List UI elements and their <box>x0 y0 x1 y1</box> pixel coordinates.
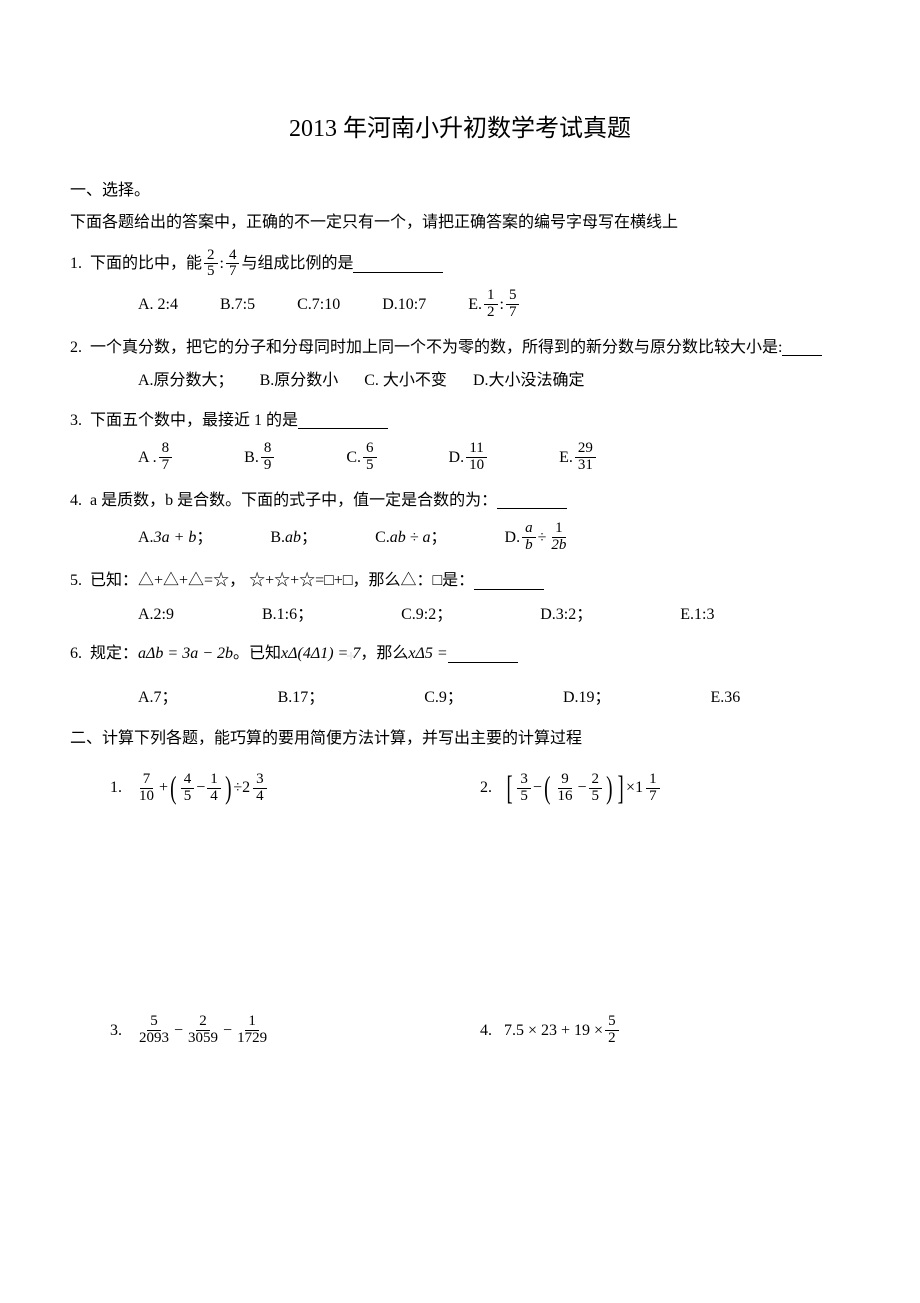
calc-number: 4. <box>480 1018 492 1044</box>
option-c: C. 65 <box>346 441 378 474</box>
option-d: D.3:2； <box>540 602 592 628</box>
option-a: A .87 <box>138 441 174 474</box>
option-e: E.1:3 <box>680 602 714 628</box>
option-d: D.19； <box>563 685 611 711</box>
option-c: C.9； <box>424 685 463 711</box>
option-d: D.10:7 <box>382 292 426 318</box>
option-b: B. ab ； <box>270 525 317 551</box>
option-a: A.2:9 <box>138 602 174 628</box>
question-text: 下面的比中，能 <box>90 251 202 277</box>
option-b: B.1:6； <box>262 602 313 628</box>
question-text: ，那么 <box>360 641 408 667</box>
calc-3: 3. 52093 − 23059 − 11729 <box>110 1014 480 1047</box>
option-c: C. 大小不变 <box>364 368 447 394</box>
calc-2: 2. [ 35 − ( 916 − 25 ) ] × 117 <box>480 772 850 805</box>
math-expr: aΔb = 3a − 2b <box>138 641 233 667</box>
calc-number: 1. <box>110 775 122 801</box>
answer-blank[interactable] <box>782 339 822 357</box>
question-text: a 是质数，b 是合数。下面的式子中，值一定是合数的为： <box>90 488 497 514</box>
question-text: 一个真分数，把它的分子和分母同时加上同一个不为零的数，所得到的新分数与原分数比较… <box>90 335 782 361</box>
question-number: 6. <box>70 641 82 667</box>
section-2-header: 二、计算下列各题，能巧算的要用简便方法计算，并写出主要的计算过程 <box>70 726 850 752</box>
question-2: 2. 一个真分数，把它的分子和分母同时加上同一个不为零的数，所得到的新分数与原分… <box>70 335 850 361</box>
question-6: 6. 规定： aΔb = 3a − 2b 。已知 xΔ(4Δ1) = 7 ，那么… <box>70 641 850 667</box>
option-c: C.7:10 <box>297 292 340 318</box>
question-text: 已知：△+△+△=☆， ☆+☆+☆=□+□，那么△：□是： <box>90 568 474 594</box>
question-5-options: A.2:9 B.1:6； C.9:2； D.3:2； E.1:3 <box>138 602 850 628</box>
fraction: 47 <box>226 248 240 281</box>
option-a: A. 3a + b ； <box>138 525 212 551</box>
question-number: 4. <box>70 488 82 514</box>
option-a: A.7； <box>138 685 178 711</box>
question-number: 5. <box>70 568 82 594</box>
option-b: B.7:5 <box>220 292 255 318</box>
calc-number: 2. <box>480 775 492 801</box>
option-a: A.原分数大； <box>138 368 234 394</box>
calc-1: 1. 710 + ( 45 − 14 ) ÷ 234 <box>110 772 480 805</box>
option-a: A. 2:4 <box>138 292 178 318</box>
option-d: D. ab ÷ 12b <box>505 521 572 554</box>
question-text: 与组成比例的是 <box>241 251 353 277</box>
section-1-header: 一、选择。 <box>70 178 850 204</box>
calc-number: 3. <box>110 1018 122 1044</box>
question-1-options: A. 2:4 B.7:5 C.7:10 D.10:7 E. 12 : 57 <box>138 288 850 321</box>
question-number: 1. <box>70 251 82 277</box>
question-3: 3. 下面五个数中，最接近 1 的是 <box>70 408 850 434</box>
colon: : <box>220 251 224 277</box>
option-c: C.9:2； <box>401 602 452 628</box>
question-number: 3. <box>70 408 82 434</box>
option-d: D. 1110 <box>449 441 490 474</box>
answer-blank[interactable] <box>448 645 518 663</box>
math-expr: xΔ5 = <box>408 641 447 667</box>
watermark-icon <box>347 652 355 660</box>
question-number: 2. <box>70 335 82 361</box>
question-5: 5. 已知：△+△+△=☆， ☆+☆+☆=□+□，那么△：□是： <box>70 568 850 594</box>
question-2-options: A.原分数大； B.原分数小 C. 大小不变 D.大小没法确定 <box>138 368 850 394</box>
option-c: C. ab ÷ a ； <box>375 525 446 551</box>
option-e: E. 2931 <box>559 441 598 474</box>
option-d: D.大小没法确定 <box>473 368 585 394</box>
option-e: E. 12 : 57 <box>468 288 521 321</box>
page-title: 2013 年河南小升初数学考试真题 <box>70 110 850 148</box>
option-b: B.原分数小 <box>260 368 339 394</box>
question-text: 规定： <box>90 641 138 667</box>
answer-blank[interactable] <box>497 492 567 510</box>
option-e: E.36 <box>711 685 741 711</box>
answer-blank[interactable] <box>474 572 544 590</box>
fraction: 25 <box>204 248 218 281</box>
question-1: 1. 下面的比中，能 25 : 47 与组成比例的是 <box>70 248 850 281</box>
option-b: B.17； <box>278 685 325 711</box>
question-6-options: A.7； B.17； C.9； D.19； E.36 <box>138 685 850 711</box>
question-3-options: A .87 B. 89 C. 65 D. 1110 E. 2931 <box>138 441 850 474</box>
calc-4: 4. 7.5 × 23 + 19 × 52 <box>480 1014 850 1047</box>
option-b: B. 89 <box>244 441 276 474</box>
section-1-instruction: 下面各题给出的答案中，正确的不一定只有一个，请把正确答案的编号字母写在横线上 <box>70 210 850 236</box>
question-4: 4. a 是质数，b 是合数。下面的式子中，值一定是合数的为： <box>70 488 850 514</box>
question-4-options: A. 3a + b ； B. ab ； C. ab ÷ a ； D. ab ÷ … <box>138 521 850 554</box>
answer-blank[interactable] <box>353 255 443 273</box>
question-text: 下面五个数中，最接近 1 的是 <box>90 408 298 434</box>
answer-blank[interactable] <box>298 412 388 430</box>
question-text: 。已知 <box>233 641 281 667</box>
